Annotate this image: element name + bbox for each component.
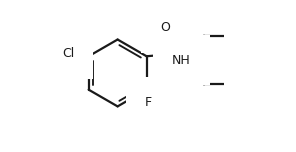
Text: Cl: Cl	[62, 47, 74, 60]
Text: O: O	[160, 21, 170, 34]
Text: F: F	[144, 96, 152, 109]
Text: NH: NH	[172, 54, 191, 67]
